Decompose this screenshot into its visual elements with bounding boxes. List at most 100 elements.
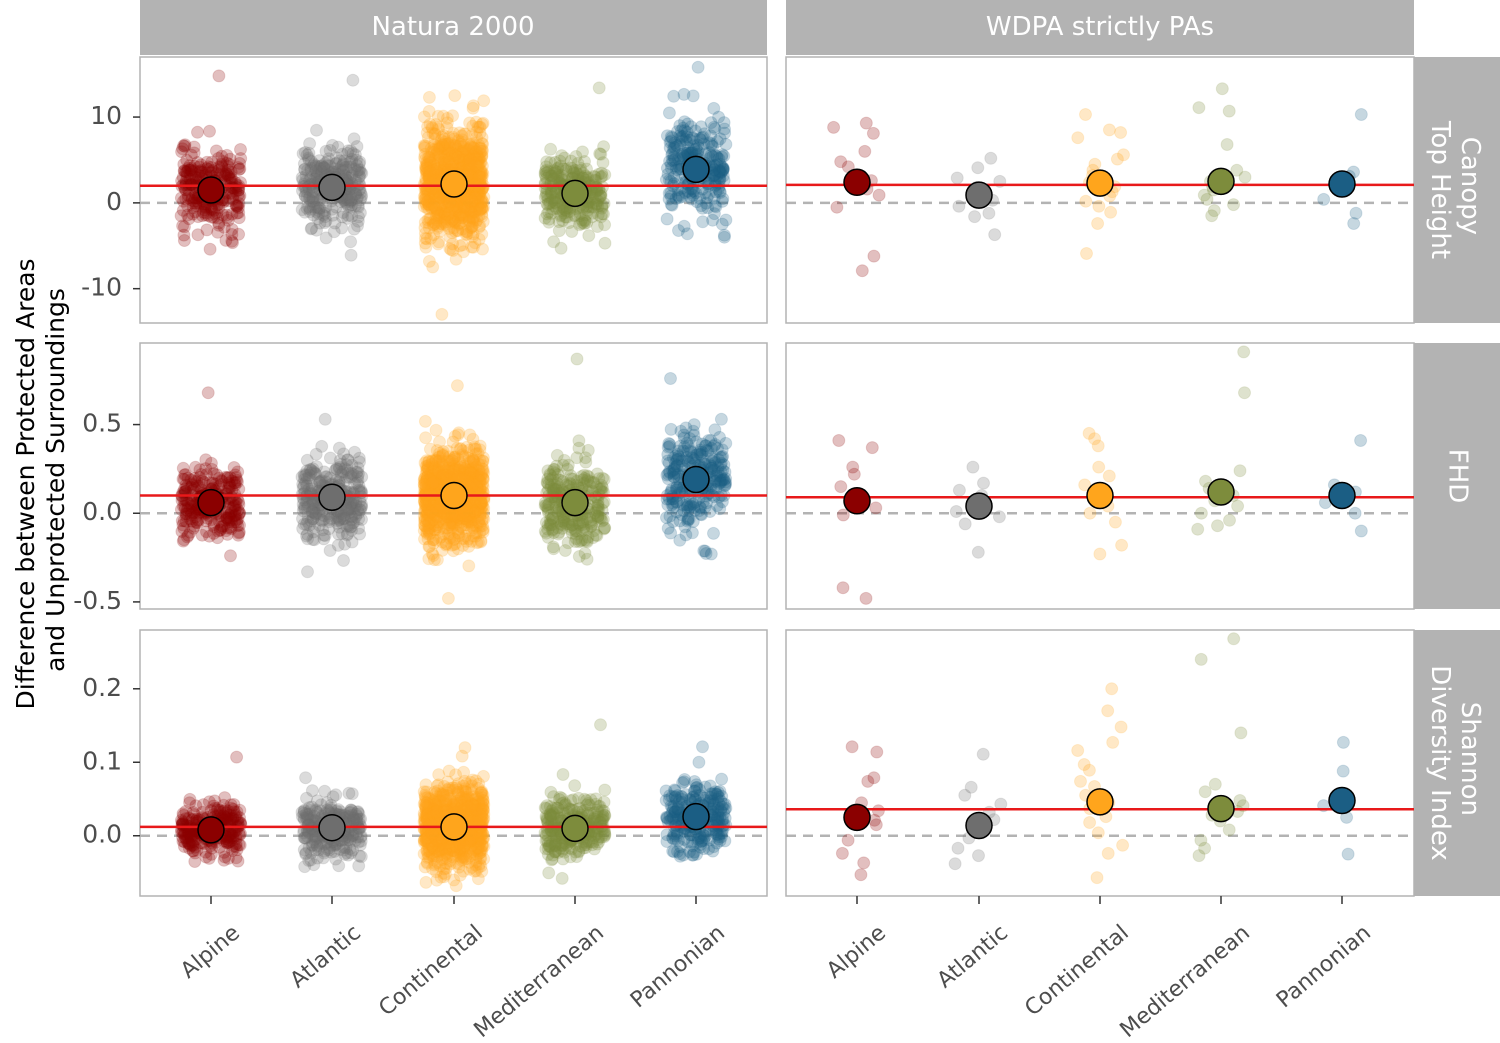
point-atlantic [303, 202, 317, 216]
point-alpine [215, 159, 229, 173]
point-mediterranean [555, 149, 569, 163]
point-alpine [221, 160, 235, 174]
point-mediterranean [582, 229, 596, 243]
point-alpine [232, 183, 246, 197]
point-mediterranean [570, 451, 584, 465]
mean-marker-continental [440, 481, 468, 510]
point-atlantic [351, 219, 364, 233]
mean-marker-alpine [197, 176, 225, 204]
panel-canopy-top-height-natura-2000 [139, 56, 768, 324]
point-atlantic [344, 805, 357, 819]
point-continental [427, 475, 440, 489]
point-atlantic [306, 185, 320, 198]
point-alpine [200, 223, 214, 237]
point-alpine [201, 386, 215, 400]
point-alpine [192, 160, 206, 174]
point-alpine [189, 171, 203, 184]
point-alpine [217, 220, 231, 234]
point-mediterranean [572, 434, 586, 448]
row-strip-label: Shannon Diversity Index [1425, 665, 1485, 861]
mean-marker-mediterranean [561, 488, 589, 517]
point-pannonian [1354, 108, 1368, 121]
point-alpine [189, 460, 202, 474]
point-alpine [181, 208, 195, 222]
point-atlantic [971, 161, 985, 175]
point-continental [1080, 247, 1093, 260]
point-mediterranean [1238, 170, 1252, 184]
point-alpine [215, 149, 229, 163]
mean-marker-alpine [843, 487, 871, 515]
point-alpine [194, 158, 208, 172]
point-atlantic [952, 483, 966, 497]
point-alpine [229, 180, 243, 194]
point-pannonian [671, 125, 684, 138]
mean-marker-pannonian [682, 465, 710, 494]
point-pannonian [680, 227, 694, 241]
row-strip-label: FHD [1443, 449, 1473, 504]
point-alpine [195, 165, 209, 179]
point-continental [454, 442, 468, 456]
point-continental [471, 535, 485, 549]
panel-border [785, 342, 1415, 610]
point-continental [1079, 194, 1093, 208]
point-alpine [226, 236, 239, 250]
point-alpine [830, 200, 844, 214]
point-pannonian [670, 495, 684, 509]
point-atlantic [337, 194, 351, 208]
point-alpine [178, 165, 192, 179]
point-continental [433, 446, 446, 460]
point-alpine [227, 476, 241, 490]
point-alpine [179, 192, 193, 206]
point-alpine [226, 192, 240, 206]
point-alpine [872, 188, 886, 202]
point-alpine [858, 144, 872, 158]
point-atlantic [323, 143, 337, 157]
point-continental [1102, 123, 1116, 137]
point-atlantic [315, 165, 328, 178]
point-mediterranean [1231, 499, 1245, 513]
point-continental [456, 245, 470, 259]
point-atlantic [958, 517, 972, 531]
point-alpine [189, 199, 203, 213]
point-alpine [232, 163, 246, 176]
point-continental [429, 201, 443, 215]
point-alpine [230, 206, 244, 220]
point-alpine [177, 234, 191, 247]
point-alpine [867, 249, 881, 263]
point-alpine [225, 228, 239, 241]
panel-fhd-wdpa-strictly-pas [785, 342, 1415, 610]
point-continental [422, 90, 436, 104]
point-alpine [834, 480, 848, 494]
point-pannonian [662, 106, 676, 120]
point-continental [462, 559, 476, 573]
point-alpine [178, 827, 192, 841]
point-pannonian [707, 101, 721, 115]
point-mediterranean [1227, 198, 1240, 212]
point-alpine [218, 169, 232, 183]
point-continental [1091, 217, 1105, 230]
point-mediterranean [581, 530, 595, 544]
point-atlantic [300, 527, 314, 541]
point-alpine [181, 191, 195, 205]
point-alpine [232, 227, 246, 241]
point-mediterranean [570, 352, 584, 366]
point-alpine [231, 854, 245, 868]
point-continental [467, 454, 481, 468]
point-atlantic [344, 200, 358, 214]
point-alpine [185, 161, 198, 175]
point-alpine [186, 196, 200, 210]
point-atlantic [319, 144, 333, 158]
point-continental [470, 213, 484, 227]
point-alpine [212, 216, 226, 230]
point-alpine [182, 189, 195, 202]
point-alpine [231, 199, 245, 213]
point-alpine [220, 148, 234, 162]
point-mediterranean [1192, 101, 1206, 115]
point-alpine [232, 197, 246, 210]
point-alpine [176, 219, 190, 233]
mean-marker-continental [1086, 481, 1114, 510]
point-alpine [192, 168, 206, 182]
point-atlantic [304, 163, 318, 177]
point-atlantic [303, 205, 317, 219]
point-pannonian [713, 450, 727, 464]
